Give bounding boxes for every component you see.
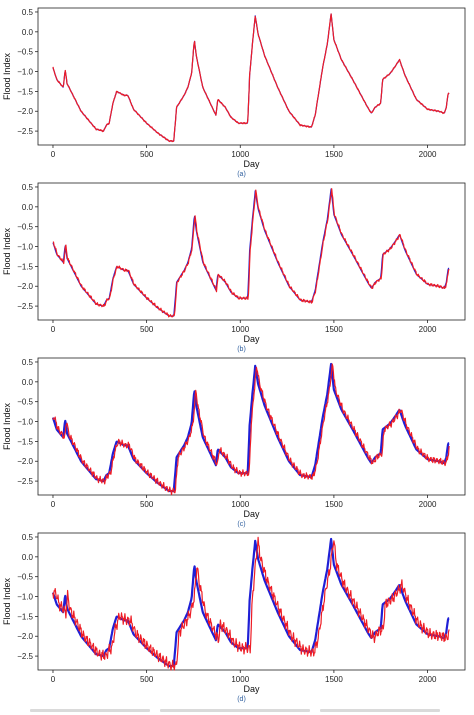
y-axis-label: Flood Index — [2, 402, 12, 450]
plot-frame — [37, 182, 466, 321]
y-tick-label: 0.5 — [22, 183, 34, 192]
x-tick-label: 1000 — [231, 150, 249, 159]
x-tick-label: 1000 — [231, 675, 249, 684]
y-tick-label: 0.5 — [22, 358, 34, 367]
chart-panel: 0.5 0.0 −0.5 −1.0 −1.5 −2.0 −2.5 0 500 1000 1500 20… — [2, 182, 466, 353]
y-tick-label: −1.0 — [17, 593, 33, 602]
series-line — [52, 188, 450, 318]
y-tick-label: −2.5 — [17, 477, 33, 486]
x-tick-label: 2000 — [419, 500, 437, 509]
y-tick-label: −0.5 — [17, 573, 33, 582]
y-axis-label: Flood Index — [2, 52, 12, 100]
y-tick-label: −1.0 — [17, 418, 33, 427]
y-tick-label: −2.5 — [17, 127, 33, 136]
x-tick-label: 0 — [51, 500, 56, 509]
y-tick-label: 0.0 — [22, 203, 34, 212]
panel-caption: (d) — [237, 696, 246, 703]
panel-caption: (a) — [237, 171, 246, 178]
footer-text-blur-3 — [320, 709, 440, 712]
y-tick-label: −1.0 — [17, 68, 33, 77]
x-tick-label: 1500 — [325, 500, 343, 509]
x-axis-label: Day — [243, 509, 260, 519]
x-tick-label: 0 — [51, 150, 56, 159]
y-tick-label: −2.5 — [17, 652, 33, 661]
panel-caption: (b) — [237, 346, 246, 353]
y-axis-label: Flood Index — [2, 577, 12, 625]
series-line — [52, 13, 450, 143]
x-tick-label: 500 — [140, 500, 154, 509]
x-axis-label: Day — [243, 159, 260, 169]
x-axis-label: Day — [243, 334, 260, 344]
y-tick-label: −1.0 — [17, 243, 33, 252]
series-line — [52, 536, 450, 671]
y-tick-label: 0.5 — [22, 8, 34, 17]
x-tick-label: 1000 — [231, 325, 249, 334]
x-tick-label: 2000 — [419, 325, 437, 334]
footer-text-blur-1 — [30, 709, 150, 712]
y-tick-label: −2.0 — [17, 282, 33, 291]
y-tick-label: −1.5 — [17, 437, 33, 446]
y-tick-label: −2.0 — [17, 107, 33, 116]
y-axis-label: Flood Index — [2, 227, 12, 275]
y-tick-label: 0.5 — [22, 533, 34, 542]
chart-panel: 0.5 0.0 −0.5 −1.0 −1.5 −2.0 −2.5 0 500 1000 1500 20… — [2, 532, 466, 703]
page-footer — [0, 705, 474, 715]
x-axis-label: Day — [243, 684, 260, 694]
y-tick-label: −0.5 — [17, 223, 33, 232]
y-tick-label: 0.0 — [22, 553, 34, 562]
x-tick-label: 1500 — [325, 675, 343, 684]
x-tick-label: 1500 — [325, 150, 343, 159]
x-tick-label: 0 — [51, 675, 56, 684]
y-tick-label: −1.5 — [17, 87, 33, 96]
chart-panel: 0.5 0.0 −0.5 −1.0 −1.5 −2.0 −2.5 0 500 1000 1500 20… — [2, 7, 466, 178]
plot-frame — [37, 357, 466, 496]
series-line — [51, 362, 450, 493]
plot-frame — [37, 7, 466, 146]
chart-panel: 0.5 0.0 −0.5 −1.0 −1.5 −2.0 −2.5 0 500 1000 1500 20… — [2, 357, 466, 528]
series-line — [52, 188, 450, 317]
y-tick-label: −2.0 — [17, 632, 33, 641]
y-tick-label: 0.0 — [22, 28, 34, 37]
series-line — [52, 363, 450, 496]
series-line — [52, 13, 450, 142]
y-tick-label: −2.0 — [17, 457, 33, 466]
panel-caption: (c) — [237, 521, 245, 528]
y-tick-label: −1.5 — [17, 262, 33, 271]
x-tick-label: 2000 — [419, 150, 437, 159]
x-tick-label: 2000 — [419, 675, 437, 684]
y-tick-label: −0.5 — [17, 398, 33, 407]
x-tick-label: 500 — [140, 675, 154, 684]
x-tick-label: 0 — [51, 325, 56, 334]
x-tick-label: 500 — [140, 150, 154, 159]
x-tick-label: 1000 — [231, 500, 249, 509]
x-tick-label: 500 — [140, 325, 154, 334]
y-tick-label: −0.5 — [17, 48, 33, 57]
footer-text-blur-2 — [160, 709, 310, 712]
x-tick-label: 1500 — [325, 325, 343, 334]
y-tick-label: −2.5 — [17, 302, 33, 311]
y-tick-label: −1.5 — [17, 612, 33, 621]
plot-frame — [37, 532, 466, 671]
y-tick-label: 0.0 — [22, 378, 34, 387]
